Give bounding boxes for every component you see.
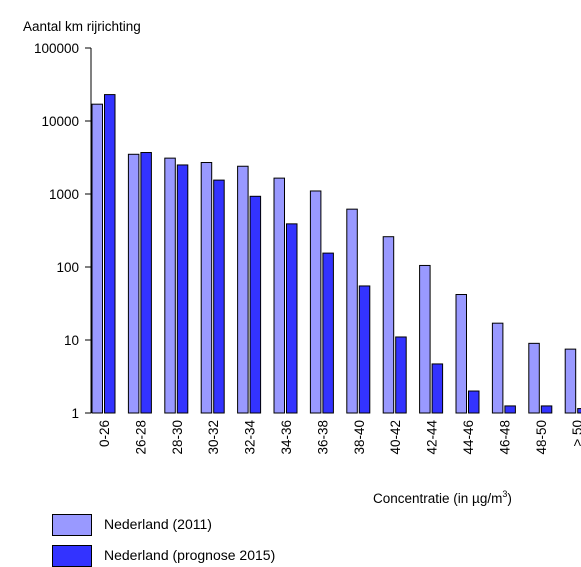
bar-3436-series-2 (286, 223, 298, 414)
bar-3436-series-1 (273, 177, 285, 414)
bar-2830-series-1 (164, 157, 176, 414)
x-tick-label-3032: 30-32 (206, 420, 221, 455)
x-tick-label-4446: 44-46 (461, 420, 476, 455)
y-tick-label-100: 100 (56, 260, 79, 275)
bar-026-series-2 (104, 94, 116, 414)
bar-4244-series-2 (431, 363, 444, 414)
bar-4648-series-1 (491, 322, 504, 414)
legend-label-series-1: Nederland (2011) (104, 516, 212, 532)
legend-item-series-2: Nederland (prognose 2015) (52, 545, 352, 567)
y-axis-label: Aantal km rijrichting (23, 19, 141, 34)
bar-50-series-1 (564, 348, 577, 414)
legend-swatch-series-1 (52, 514, 92, 536)
bar-4446-series-2 (468, 390, 480, 414)
x-tick-label-2628: 26-28 (133, 420, 148, 455)
x-tick-label-4850: 48-50 (534, 420, 549, 455)
bar-3840-series-2 (358, 285, 371, 414)
bar-50-series-2 (577, 408, 581, 414)
y-tick-label-10: 10 (64, 333, 79, 348)
y-tick-label-10000: 10000 (41, 114, 79, 129)
x-tick-label-4042: 40-42 (388, 420, 403, 455)
x-tick-label-4244: 42-44 (425, 420, 440, 455)
bar-026-series-1 (91, 103, 103, 414)
bar-2628-series-1 (127, 153, 140, 414)
bar-2830-series-2 (176, 164, 189, 414)
x-ticks-group: 0-26 26-28 28-30 30-32 32-34 34-36 36-38 38-40 4… (97, 420, 581, 455)
bar-3234-series-1 (237, 165, 249, 414)
bar-2628-series-2 (140, 152, 152, 414)
bar-3032-series-2 (213, 179, 225, 414)
bar-4042-series-2 (395, 336, 407, 414)
legend-swatch-series-2 (52, 545, 92, 567)
legend-item-series-1: Nederland (2011) (52, 514, 352, 536)
x-tick-label-4648: 46-48 (497, 420, 512, 455)
bar-4850-series-1 (528, 342, 540, 414)
y-ticks-group: 1 10 100 1000 10000 100000 (34, 41, 91, 421)
x-tick-label-3436: 34-36 (279, 420, 294, 455)
bar-4850-series-2 (540, 405, 553, 414)
bar-4244-series-1 (419, 264, 431, 414)
x-tick-label-50: > 50 (570, 420, 581, 447)
bar-3840-series-1 (346, 208, 358, 414)
x-tick-label-3234: 32-34 (243, 420, 258, 455)
bar-4446-series-1 (455, 294, 467, 414)
bar-3032-series-1 (200, 162, 213, 414)
bar-chart: 1 10 100 1000 10000 100000 0-26 26-28 28-30 30-3… (23, 19, 581, 506)
x-tick-label-2830: 28-30 (170, 420, 185, 455)
bar-4042-series-1 (382, 236, 395, 414)
bar-3638-series-2 (322, 252, 334, 414)
legend-label-series-2: Nederland (prognose 2015) (104, 547, 276, 563)
x-tick-label-3638: 36-38 (315, 420, 330, 455)
bars-group (91, 94, 581, 414)
bar-3638-series-1 (309, 190, 322, 414)
bar-4648-series-2 (504, 405, 516, 414)
y-tick-label-100000: 100000 (34, 41, 79, 56)
x-tick-label-026: 0-26 (97, 420, 112, 447)
y-tick-label-1000: 1000 (49, 187, 79, 202)
x-tick-label-3840: 38-40 (352, 420, 367, 455)
y-tick-label-1: 1 (71, 406, 79, 421)
bar-3234-series-2 (249, 195, 262, 414)
x-axis-label: Concentratie (in µg/m3) (373, 489, 512, 506)
